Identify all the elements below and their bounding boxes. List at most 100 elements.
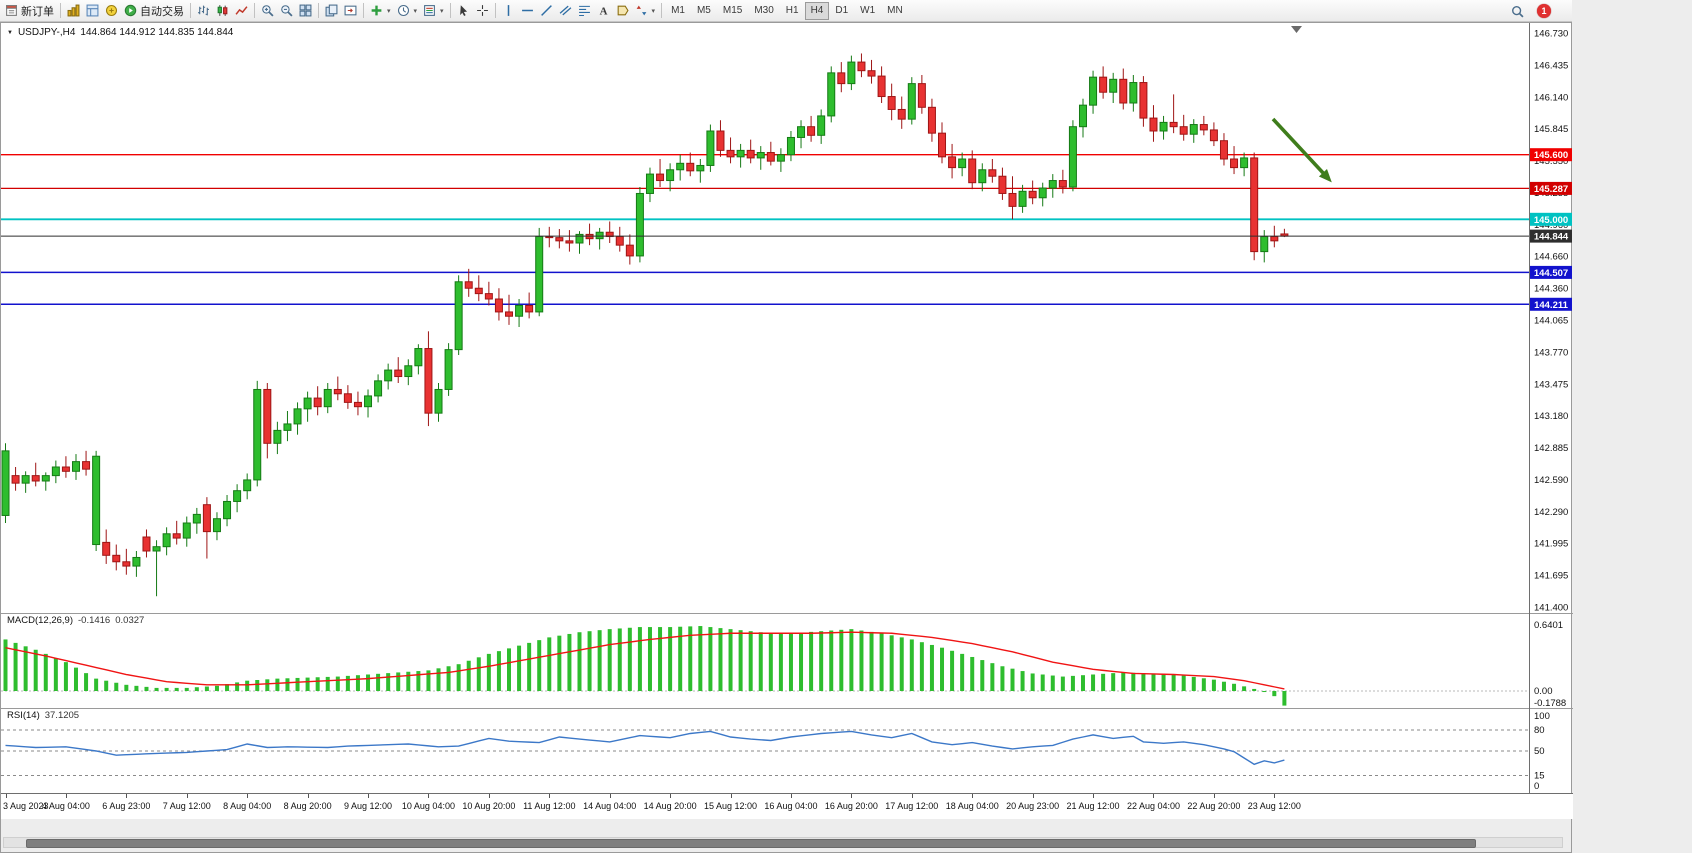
candle	[1250, 152, 1259, 261]
candle	[1058, 169, 1067, 194]
indicators-button[interactable]: ▾	[367, 1, 394, 21]
periods-button[interactable]: ▾	[394, 1, 421, 21]
drawn-arrow-head[interactable]	[1318, 169, 1332, 183]
candle	[142, 529, 151, 558]
search-button[interactable]	[1508, 3, 1530, 19]
candle	[897, 96, 906, 129]
candle	[132, 551, 141, 577]
candle	[645, 167, 654, 203]
candle	[927, 98, 936, 142]
cursor-button[interactable]	[454, 1, 473, 21]
price-axis-label: 142.290	[1534, 507, 1568, 518]
candle	[676, 154, 685, 181]
candle	[263, 383, 272, 459]
chart-shift-marker[interactable]	[1291, 26, 1302, 33]
chevron-down-icon: ▾	[651, 7, 656, 15]
candle	[384, 363, 393, 390]
candle	[1149, 105, 1158, 142]
profiles-button[interactable]	[83, 1, 102, 21]
candle	[1028, 180, 1037, 205]
chart-scrollbar-thumb[interactable]	[26, 839, 1476, 848]
label-button[interactable]	[613, 1, 632, 21]
metaeditor-button[interactable]	[102, 1, 121, 21]
price-axis-label: 141.695	[1534, 571, 1568, 582]
toolbar-separator	[661, 3, 663, 18]
time-axis-label: 4 Aug 04:00	[41, 801, 90, 811]
notification-badge[interactable]: 1	[1537, 4, 1551, 18]
timeframe-h1-button[interactable]: H1	[780, 2, 805, 20]
time-axis-tick	[1093, 794, 1095, 798]
time-axis-tick	[911, 794, 913, 798]
timeframe-w1-button[interactable]: W1	[854, 2, 881, 20]
candle	[233, 484, 242, 513]
candle	[303, 391, 312, 422]
timeframe-d1-button[interactable]: D1	[829, 2, 854, 20]
autotrading-button-label: 自动交易	[140, 5, 184, 18]
crosshair-icon	[476, 4, 489, 17]
charts-list-button[interactable]	[64, 1, 83, 21]
bars-icon	[197, 4, 210, 17]
time-axis-tick	[247, 794, 249, 798]
candle	[535, 227, 544, 317]
timeframe-mn-button[interactable]: MN	[881, 2, 909, 20]
drawn-arrow[interactable]	[1271, 117, 1327, 177]
timeframe-m15-button[interactable]: M15	[717, 2, 748, 20]
fibonacci-button[interactable]	[575, 1, 594, 21]
zoom-out-button[interactable]	[277, 1, 296, 21]
candle	[595, 227, 604, 250]
toolbar-separator	[254, 3, 255, 18]
price-badge	[1530, 181, 1572, 195]
timeframe-m5-button[interactable]: M5	[691, 2, 717, 20]
vertical-line-button[interactable]	[499, 1, 518, 21]
price-axis-label: 141.400	[1534, 603, 1568, 614]
arrows-button[interactable]: ▾	[632, 1, 659, 21]
candle	[565, 230, 574, 252]
templates-button[interactable]: ▾	[420, 1, 447, 21]
autotrading-button[interactable]: 自动交易	[121, 1, 187, 21]
timeframe-m30-button[interactable]: M30	[748, 2, 779, 20]
candle	[887, 83, 896, 121]
timeframe-m1-button[interactable]: M1	[665, 2, 691, 20]
horizontal-line-button[interactable]	[518, 1, 537, 21]
line-chart-button[interactable]	[232, 1, 251, 21]
new-order-button[interactable]: 新订单	[2, 1, 57, 21]
time-axis-label: 3 Aug 2023	[3, 801, 49, 811]
cascade-windows-button[interactable]	[322, 1, 341, 21]
crosshair-button[interactable]	[473, 1, 492, 21]
candlestick-chart-button[interactable]	[213, 1, 232, 21]
candle	[515, 299, 524, 327]
zoom-in-button[interactable]	[258, 1, 277, 21]
timeframe-d1-button-label: D1	[835, 5, 849, 16]
chart-menu-icon[interactable]: ▼	[7, 29, 13, 36]
chart-ohlc-values: 144.864 144.912 144.835 144.844	[80, 27, 234, 38]
label-icon	[616, 4, 629, 17]
channel-button[interactable]	[556, 1, 575, 21]
tile-windows-button[interactable]	[296, 1, 315, 21]
timeframe-h4-button[interactable]: H4	[804, 1, 830, 20]
candle	[1078, 98, 1087, 138]
candle	[464, 268, 473, 297]
trendline-button[interactable]	[537, 1, 556, 21]
price-axis-label: 141.995	[1534, 539, 1568, 550]
macd-main-value: -0.1416	[78, 615, 111, 626]
candle	[1260, 230, 1269, 263]
chevron-down-icon: ▾	[387, 7, 391, 15]
auto-arrange-button[interactable]	[341, 1, 360, 21]
timeframe-w1-button-label: W1	[860, 5, 876, 16]
price-badge	[1530, 229, 1572, 243]
candle	[353, 391, 362, 416]
time-axis-label: 8 Aug 04:00	[223, 801, 272, 811]
candle	[1089, 70, 1098, 114]
time-axis-label: 18 Aug 04:00	[945, 801, 999, 811]
candle	[343, 385, 352, 409]
cursor-icon	[457, 4, 470, 17]
bar-chart-button[interactable]	[194, 1, 213, 21]
time-axis-tick	[670, 794, 672, 798]
price-axis-label: 142.885	[1534, 443, 1568, 454]
text-button[interactable]: A	[594, 1, 613, 21]
candle	[1199, 115, 1208, 136]
rsi-axis-label: 0	[1534, 781, 1539, 792]
time-axis-tick	[1153, 794, 1155, 798]
time-axis-tick	[1274, 794, 1276, 798]
chart-scrollbar-track[interactable]	[3, 837, 1563, 848]
